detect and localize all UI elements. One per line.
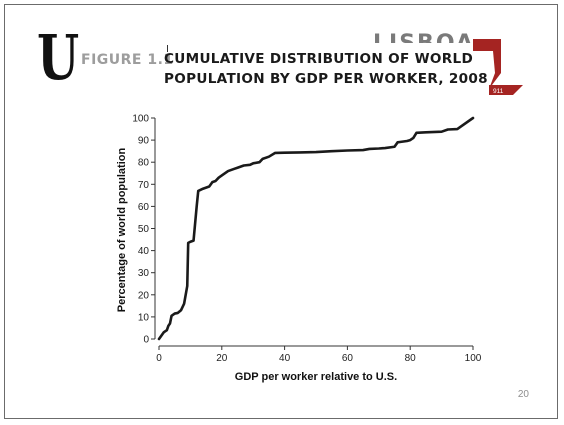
y-tick-label: 80 — [138, 158, 150, 169]
slide: U FIGURE 1.1 CUMULATIVE DISTRIBUTION OF … — [4, 4, 558, 419]
x-axis-label: GDP per worker relative to U.S. — [235, 371, 397, 383]
red-logo-mark — [473, 39, 501, 89]
red-logo-badge — [489, 85, 523, 95]
y-tick-label: 70 — [138, 180, 150, 191]
y-tick-label: 60 — [138, 202, 150, 213]
red-logo-shape: 911 — [473, 39, 523, 95]
y-tick-label: 30 — [138, 268, 150, 279]
x-tick-label: 100 — [465, 353, 482, 364]
figure-label: FIGURE 1.1 — [81, 52, 174, 68]
x-tick-label: 20 — [216, 353, 228, 364]
y-axis-label: Percentage of world population — [116, 148, 128, 313]
y-tick-label: 90 — [138, 136, 150, 147]
y-tick-label: 100 — [132, 114, 149, 125]
y-tick-label: 50 — [138, 224, 150, 235]
y-tick-label: 20 — [138, 290, 150, 301]
y-axis-ticks: 0 10 20 30 40 50 60 70 80 90 100 — [132, 114, 155, 346]
logo-badge-text: 911 — [493, 88, 504, 95]
cumulative-distribution-chart: 0 10 20 30 40 50 60 70 80 90 100 0 20 40 60 80 100 GDP … — [116, 114, 482, 384]
x-tick-label: 80 — [405, 353, 417, 364]
series-line — [157, 116, 475, 341]
x-tick-label: 0 — [156, 353, 162, 364]
title-tick-mark — [167, 45, 168, 52]
page-number: 20 — [517, 389, 529, 400]
big-letter-logo: U — [37, 21, 80, 94]
institution-logo-text: LISBOA — [373, 33, 475, 43]
x-tick-label: 60 — [342, 353, 354, 364]
y-tick-label: 10 — [138, 312, 150, 323]
y-tick-label: 0 — [143, 335, 149, 346]
x-axis-ticks: 0 20 40 60 80 100 — [156, 346, 482, 364]
y-tick-label: 40 — [138, 246, 150, 257]
x-tick-label: 40 — [279, 353, 291, 364]
figure-title: CUMULATIVE DISTRIBUTION OF WORLD POPULAT… — [164, 51, 488, 87]
